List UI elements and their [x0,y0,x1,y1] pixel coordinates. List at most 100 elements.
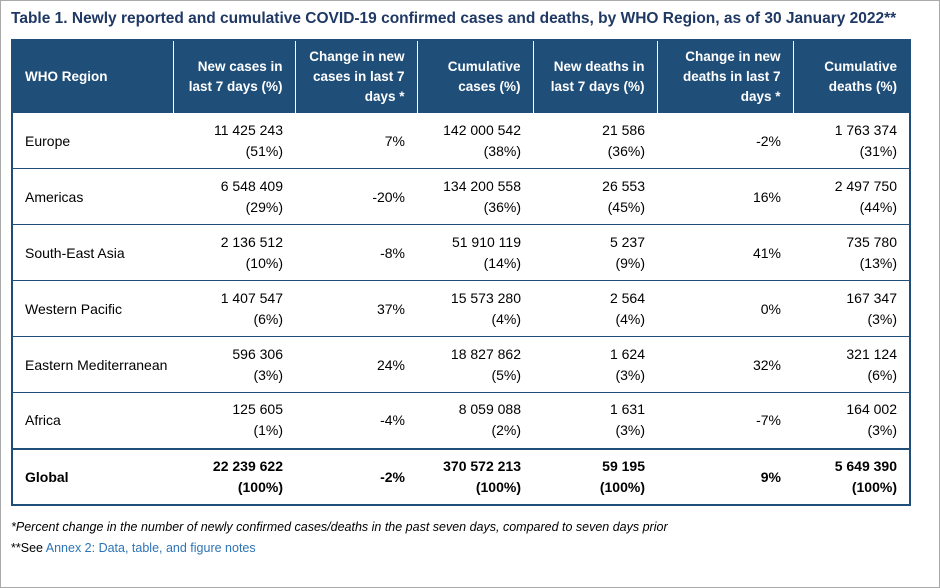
cumulative-deaths-value: 735 780 [846,233,897,250]
new-deaths-cell: 1 631 (3%) [533,392,657,449]
footnote-percent-change: *Percent change in the number of newly c… [11,519,668,534]
region-name: South-East Asia [12,224,173,281]
new-cases-value: 22 239 622 [212,457,283,474]
new-cases-value: 596 306 [232,345,283,362]
cumulative-deaths-percent: (3%) [867,422,897,439]
change-new-deaths-cell: 32% [657,336,793,393]
cumulative-deaths-cell: 1 763 374 (31%) [793,112,910,169]
new-cases-cell: 6 548 409 (29%) [173,168,295,225]
cumulative-cases-percent: (100%) [475,478,521,495]
new-cases-cell: 22 239 622 (100%) [173,447,295,505]
change-new-cases-cell: -20% [295,168,417,225]
cumulative-deaths-value: 164 002 [846,401,897,418]
table-row: Eastern Mediterranean 596 306 (3%) 24% 1… [12,336,910,393]
new-cases-percent: (10%) [245,254,283,271]
new-deaths-cell: 2 564 (4%) [533,280,657,337]
new-deaths-cell: 21 586 (36%) [533,112,657,169]
new-deaths-value: 26 553 [602,177,645,194]
cumulative-cases-percent: (14%) [483,254,521,271]
cumulative-cases-percent: (2%) [491,422,521,439]
change-new-cases-cell: 24% [295,336,417,393]
cumulative-deaths-value: 167 347 [846,289,897,306]
new-cases-percent: (6%) [253,310,283,327]
change-new-deaths-cell: 0% [657,280,793,337]
covid-region-table: WHO Region New cases in last 7 days (%) … [11,39,911,506]
cumulative-cases-value: 134 200 558 [443,177,521,194]
new-deaths-cell: 5 237 (9%) [533,224,657,281]
change-new-deaths-cell: 9% [657,447,793,505]
region-name: Western Pacific [12,280,173,337]
region-name: Africa [12,392,173,449]
cumulative-cases-cell: 15 573 280 (4%) [417,280,533,337]
new-deaths-percent: (9%) [615,254,645,271]
change-new-deaths-cell: -7% [657,392,793,449]
cumulative-deaths-percent: (6%) [867,366,897,383]
region-name: Europe [12,112,173,169]
header-cumulative-deaths: Cumulative deaths (%) [792,40,910,113]
cumulative-cases-value: 51 910 119 [451,233,521,250]
header-change-new-cases: Change in new cases in last 7 days * [294,40,417,113]
header-cumulative-cases: Cumulative cases (%) [416,40,533,113]
new-deaths-cell: 59 195 (100%) [533,447,657,505]
cumulative-cases-value: 15 573 280 [450,289,521,306]
new-cases-percent: (3%) [253,366,283,383]
new-deaths-value: 59 195 [602,457,645,474]
cumulative-cases-cell: 142 000 542 (38%) [417,112,533,169]
table-header: WHO Region New cases in last 7 days (%) … [12,40,910,113]
new-deaths-percent: (4%) [615,310,645,327]
cumulative-cases-value: 18 827 862 [450,345,521,362]
table-row: Africa 125 605 (1%) -4% 8 059 088 (2%) 1… [12,392,910,449]
cumulative-deaths-percent: (44%) [859,198,897,215]
change-new-cases-cell: 37% [295,280,417,337]
cumulative-deaths-cell: 321 124 (6%) [793,336,910,393]
region-name: Eastern Mediterranean [12,336,173,393]
region-name: Americas [12,168,173,225]
table-body: Europe 11 425 243 (51%) 7% 142 000 542 (… [12,112,910,505]
new-cases-percent: (100%) [237,478,283,495]
table-title: Table 1. Newly reported and cumulative C… [11,10,897,27]
table-row: South-East Asia 2 136 512 (10%) -8% 51 9… [12,224,910,281]
table-row: Europe 11 425 243 (51%) 7% 142 000 542 (… [12,112,910,169]
cumulative-deaths-value: 5 649 390 [834,457,897,474]
header-who-region: WHO Region [12,40,173,113]
annex-2-link[interactable]: Annex 2: Data, table, and figure notes [45,541,256,556]
cumulative-cases-value: 370 572 213 [443,457,521,474]
new-deaths-cell: 26 553 (45%) [533,168,657,225]
new-cases-value: 11 425 243 [213,121,283,138]
cumulative-cases-cell: 18 827 862 (5%) [417,336,533,393]
cumulative-deaths-percent: (13%) [859,254,897,271]
cumulative-deaths-value: 321 124 [846,345,897,362]
new-deaths-percent: (45%) [607,198,645,215]
cumulative-deaths-percent: (100%) [851,478,897,495]
header-new-deaths: New deaths in last 7 days (%) [532,40,657,113]
new-deaths-value: 5 237 [609,233,645,250]
header-new-cases: New cases in last 7 days (%) [172,40,295,113]
new-cases-percent: (51%) [245,142,283,159]
new-deaths-value: 2 564 [609,289,645,306]
new-cases-cell: 1 407 547 (6%) [173,280,295,337]
header-row: WHO Region New cases in last 7 days (%) … [12,40,910,113]
header-change-new-deaths: Change in new deaths in last 7 days * [656,40,793,113]
cumulative-deaths-cell: 164 002 (3%) [793,392,910,449]
cumulative-deaths-percent: (31%) [859,142,897,159]
footnotes: *Percent change in the number of newly c… [11,518,929,559]
cumulative-cases-cell: 8 059 088 (2%) [417,392,533,449]
cumulative-deaths-value: 1 763 374 [834,121,897,138]
new-deaths-percent: (3%) [615,422,645,439]
cumulative-deaths-percent: (3%) [867,310,897,327]
cumulative-cases-percent: (38%) [483,142,521,159]
change-new-deaths-cell: -2% [657,112,793,169]
cumulative-cases-cell: 370 572 213 (100%) [417,447,533,505]
new-cases-percent: (1%) [253,422,283,439]
new-deaths-percent: (36%) [607,142,645,159]
cumulative-cases-percent: (36%) [483,198,521,215]
cumulative-deaths-cell: 5 649 390 (100%) [793,447,910,505]
cumulative-cases-cell: 134 200 558 (36%) [417,168,533,225]
change-new-cases-cell: -4% [295,392,417,449]
table-row: Global 22 239 622 (100%) -2% 370 572 213… [12,447,910,505]
new-cases-cell: 596 306 (3%) [173,336,295,393]
change-new-cases-cell: 7% [295,112,417,169]
new-cases-cell: 2 136 512 (10%) [173,224,295,281]
cumulative-deaths-cell: 2 497 750 (44%) [793,168,910,225]
new-deaths-value: 21 586 [602,121,645,138]
